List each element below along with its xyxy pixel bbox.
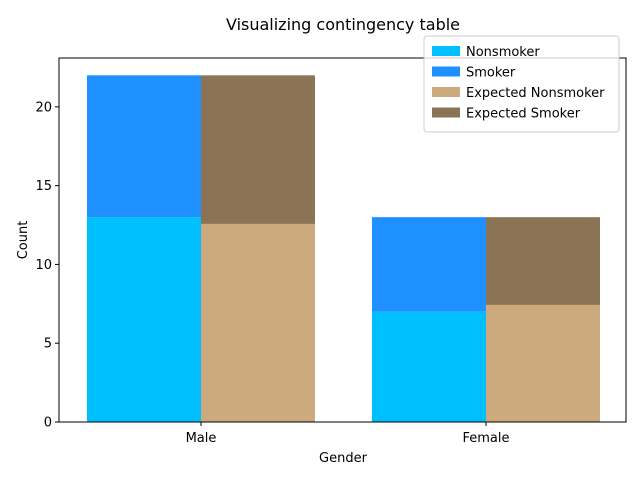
x-tick-label-female: Female [462,431,509,446]
axes-layer [58,57,627,423]
legend-swatch-expected-smoker [432,107,460,118]
y-tick-label: 5 [44,337,52,352]
bar-smoker-male [87,75,201,218]
bar-nonsmoker-female [372,311,486,422]
plot-frame [58,57,627,423]
bar-nonsmoker-male [87,217,201,422]
y-tick-label: 15 [35,179,52,194]
chart-title: Visualizing contingency table [226,15,460,34]
bar-expected-smoker-female [486,217,600,305]
bar-expected-smoker-male [201,75,315,224]
legend-swatch-nonsmoker [432,46,460,56]
legend-swatch-smoker [432,66,460,77]
x-ticks: Male Female [186,422,510,446]
legend-box [423,35,620,133]
x-tick-label-male: Male [186,431,217,446]
legend-label-nonsmoker: Nonsmoker [466,45,540,60]
legend-swatch-expected-nonsmoker [432,87,460,97]
bars-layer [87,75,600,422]
legend: Nonsmoker Smoker Expected Nonsmoker Expecte… [423,35,620,133]
y-tick-label: 0 [44,416,52,431]
y-tick-label: 20 [35,100,52,115]
y-ticks: 0 5 10 15 20 [35,100,59,431]
y-axis-label: Count [16,221,31,260]
bar-expected-nonsmoker-female [486,304,600,422]
legend-label-expected-nonsmoker: Expected Nonsmoker [466,86,605,101]
bar-smoker-female [372,217,486,312]
legend-label-smoker: Smoker [466,66,516,81]
bar-expected-nonsmoker-male [201,223,315,422]
x-axis-label: Gender [319,451,368,466]
legend-label-expected-smoker: Expected Smoker [466,107,581,122]
y-tick-label: 10 [35,258,52,273]
